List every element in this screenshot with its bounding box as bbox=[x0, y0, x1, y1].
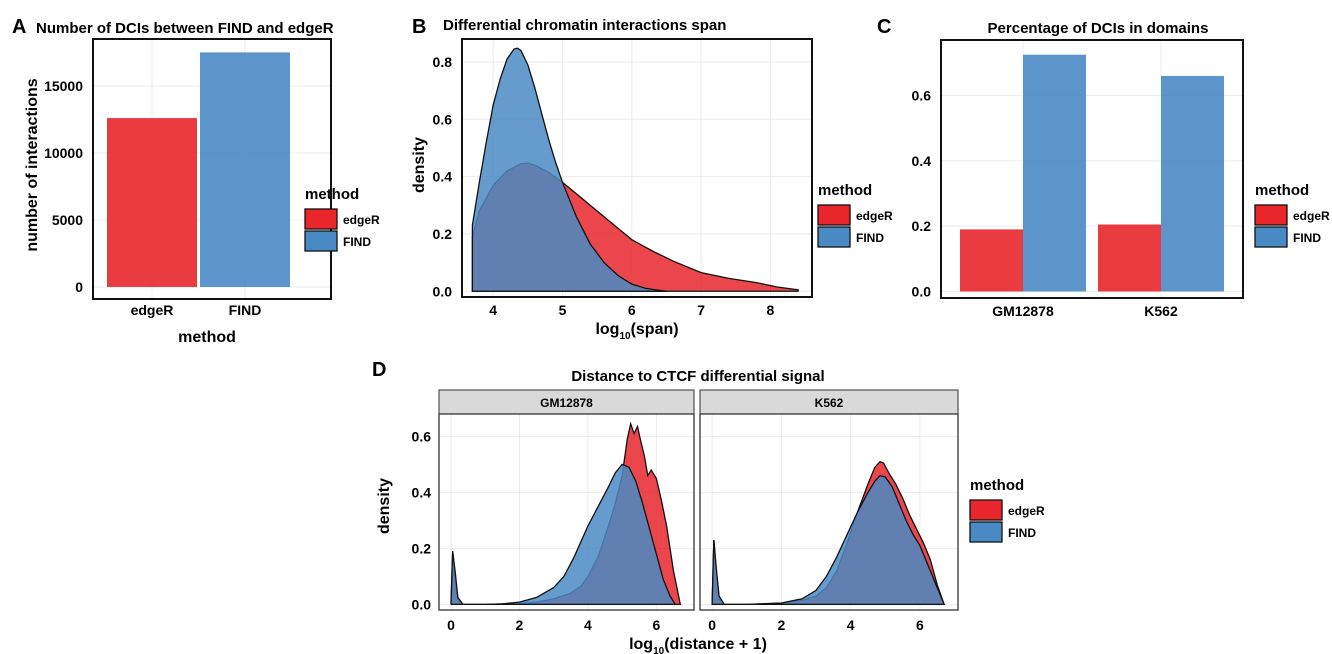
panel-b-ytick-label: 0.0 bbox=[433, 283, 453, 299]
panel-a-ytick-label: 0 bbox=[75, 279, 83, 295]
panel-a-ytick-label: 5000 bbox=[52, 212, 83, 228]
legend-label-edger: edgeR bbox=[343, 213, 380, 227]
legend-label-edger: edgeR bbox=[1008, 504, 1045, 518]
legend-key-find bbox=[304, 230, 338, 252]
panel-c-ytick-label: 0.2 bbox=[912, 218, 932, 234]
legend-title: method bbox=[970, 477, 1024, 494]
panel-c-title: Percentage of DCIs in domains bbox=[988, 20, 1209, 37]
bar-gm12878-find bbox=[1023, 54, 1086, 292]
legend-label-edger: edgeR bbox=[1293, 209, 1330, 223]
panel-d-xtick-label: 2 bbox=[777, 617, 785, 633]
panel-b-xtick-label: 5 bbox=[559, 302, 567, 318]
legend-key-find bbox=[969, 521, 1003, 543]
facet-strip bbox=[699, 389, 959, 415]
bar-k562-find bbox=[1161, 75, 1224, 292]
panel-b-title: Differential chromatin interactions span bbox=[443, 17, 726, 34]
legend-label-find: FIND bbox=[1008, 526, 1036, 540]
panel-d-ytick-label: 0.0 bbox=[412, 596, 432, 612]
panel-d-xtick-label: 6 bbox=[916, 617, 924, 633]
panel-letter-c: C bbox=[877, 16, 891, 38]
bar-edger bbox=[107, 118, 197, 287]
panel-d-ytick-label: 0.4 bbox=[412, 484, 432, 500]
panel-c: C Percentage of DCIs in domains 0.0 0.2 0.4 0… bbox=[877, 16, 1244, 319]
panel-b-legend: method edgeR FIND bbox=[817, 182, 893, 248]
panel-d-xtick-label: 2 bbox=[516, 617, 524, 633]
legend-key-edger bbox=[817, 204, 851, 226]
bar-k562-edger bbox=[1098, 224, 1161, 292]
panel-b-xtick-label: 8 bbox=[767, 302, 775, 318]
facet-frame bbox=[438, 413, 695, 611]
panel-d-ytick-label: 0.2 bbox=[412, 540, 432, 556]
panel-b-ytick-label: 0.2 bbox=[433, 226, 453, 242]
panel-a: A Number of DCIs between FIND and edgeR 0 5… bbox=[12, 16, 334, 346]
legend-key-edger bbox=[969, 499, 1003, 521]
panel-d-xtick-label: 0 bbox=[708, 617, 716, 633]
panel-d-legend: method edgeR FIND bbox=[969, 477, 1045, 543]
panel-b-xtick-label: 6 bbox=[628, 302, 636, 318]
panel-d-ylabel: density bbox=[376, 478, 393, 534]
panel-d-xtick-label: 6 bbox=[652, 617, 660, 633]
panel-a-title: Number of DCIs between FIND and edgeR bbox=[36, 20, 334, 37]
panel-d-xtick-label: 4 bbox=[847, 617, 855, 633]
panel-a-ytick-label: 15000 bbox=[44, 78, 83, 94]
panel-c-ytick-label: 0.4 bbox=[912, 153, 932, 169]
panel-b-area-find bbox=[471, 47, 667, 292]
panel-b-ytick-label: 0.4 bbox=[433, 169, 453, 185]
legend-label-find: FIND bbox=[856, 231, 884, 245]
panel-a-frame bbox=[92, 38, 332, 300]
facet-k562-area-find bbox=[711, 474, 946, 606]
panel-c-ytick-label: 0.0 bbox=[912, 283, 932, 299]
panel-b-xtick-label: 7 bbox=[697, 302, 705, 318]
panel-c-xtick-label: K562 bbox=[1144, 303, 1178, 319]
bar-find bbox=[200, 52, 290, 287]
legend-title: method bbox=[1255, 182, 1309, 199]
legend-key-find bbox=[1254, 226, 1288, 248]
panel-b-ytick-label: 0.6 bbox=[433, 111, 453, 127]
facet-k562: K562 0 2 4 6 bbox=[699, 389, 959, 633]
facet-gm12878-area-find bbox=[450, 463, 676, 606]
panel-a-legend: method edgeR FIND bbox=[304, 186, 380, 252]
panel-a-ytick-label: 10000 bbox=[44, 145, 83, 161]
panel-c-ytick-label: 0.6 bbox=[912, 88, 932, 104]
legend-label-find: FIND bbox=[343, 235, 371, 249]
panel-c-legend: method edgeR FIND bbox=[1254, 182, 1330, 248]
panel-a-xlabel: method bbox=[178, 329, 236, 346]
facet-frame bbox=[699, 413, 959, 611]
panel-letter-b: B bbox=[412, 16, 426, 38]
legend-title: method bbox=[305, 186, 359, 203]
panel-d-xtick-label: 0 bbox=[447, 617, 455, 633]
panel-b: B Differential chromatin interactions spa… bbox=[411, 16, 813, 342]
legend-key-find bbox=[817, 226, 851, 248]
panel-letter-a: A bbox=[12, 16, 26, 38]
panel-b-ylabel: density bbox=[411, 137, 428, 193]
legend-key-edger bbox=[1254, 204, 1288, 226]
panel-a-xtick-label: edgeR bbox=[131, 302, 174, 318]
panel-c-frame bbox=[940, 39, 1244, 299]
panel-d-xlabel: log10(distance + 1) bbox=[629, 636, 767, 654]
panel-b-frame bbox=[461, 38, 813, 298]
panel-a-xtick-label: FIND bbox=[229, 302, 262, 318]
facet-gm12878: GM12878 0.0 0.2 0.4 0.6 0 2 4 6 bbox=[412, 389, 695, 633]
panel-b-xtick-label: 4 bbox=[489, 302, 497, 318]
panel-d-xtick-label: 4 bbox=[584, 617, 592, 633]
panel-d: D Distance to CTCF differential signal GM1… bbox=[372, 359, 959, 654]
panel-a-ylabel: number of interactions bbox=[24, 78, 41, 251]
bar-gm12878-edger bbox=[960, 229, 1023, 292]
panel-d-title: Distance to CTCF differential signal bbox=[571, 368, 824, 385]
panel-d-ytick-label: 0.6 bbox=[412, 428, 432, 444]
legend-title: method bbox=[818, 182, 872, 199]
panel-b-ytick-label: 0.8 bbox=[433, 54, 453, 70]
panel-b-xlabel: log10(span) bbox=[595, 321, 678, 342]
panel-c-xtick-label: GM12878 bbox=[992, 303, 1054, 319]
panel-letter-d: D bbox=[372, 359, 386, 381]
legend-label-edger: edgeR bbox=[856, 209, 893, 223]
facet-strip-label: GM12878 bbox=[540, 396, 593, 410]
facet-strip-label: K562 bbox=[815, 396, 844, 410]
legend-key-edger bbox=[304, 208, 338, 230]
legend-label-find: FIND bbox=[1293, 231, 1321, 245]
